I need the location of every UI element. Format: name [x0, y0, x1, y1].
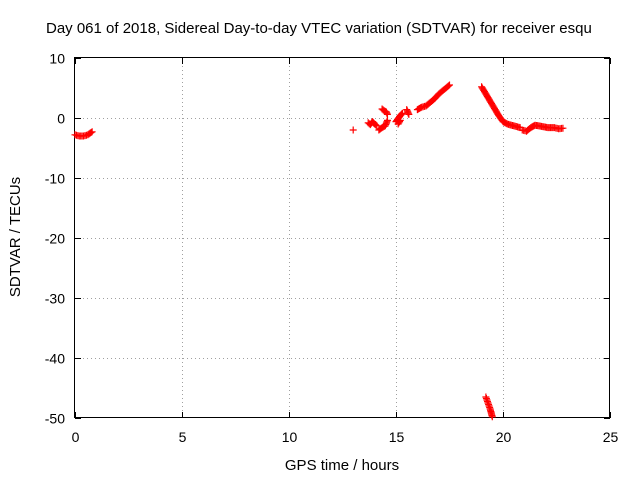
- data-point: [398, 110, 406, 118]
- data-point: [396, 116, 404, 124]
- y-tick-label: -40: [45, 351, 65, 367]
- chart-title: Day 061 of 2018, Sidereal Day-to-day VTE…: [46, 20, 592, 37]
- y-tick-label: 0: [57, 111, 65, 127]
- y-tick-label: -20: [45, 231, 65, 247]
- data-point: [372, 121, 380, 129]
- data-point: [488, 413, 496, 421]
- y-tick-label: -50: [45, 411, 65, 427]
- x-tick-labels: 0 5 10 15 20 25: [72, 429, 619, 445]
- plot-frame: [74, 57, 610, 418]
- y-tick-labels: 10 0 -10 -20 -30 -40 -50: [45, 51, 65, 427]
- data-point: [383, 110, 391, 118]
- data-point: [405, 110, 413, 118]
- data-point: [446, 81, 453, 89]
- data-point: [398, 109, 406, 117]
- x-axis-label: GPS time / hours: [285, 457, 399, 474]
- data-points: [71, 81, 567, 421]
- y-axis-label: SDTVAR / TECUs: [7, 177, 24, 297]
- x-tick-label: 15: [389, 429, 405, 445]
- y-tick-label: -10: [45, 171, 65, 187]
- data-point: [397, 111, 405, 119]
- data-point: [396, 118, 404, 126]
- x-tick-label: 25: [603, 429, 619, 445]
- y-tick-label: 10: [49, 51, 65, 67]
- data-point: [349, 126, 357, 134]
- data-point: [559, 124, 567, 132]
- x-tick-label: 0: [72, 429, 80, 445]
- data-point: [87, 129, 95, 137]
- x-tick-label: 10: [282, 429, 298, 445]
- data-point: [88, 128, 96, 136]
- data-point: [383, 116, 391, 124]
- data-point: [373, 122, 381, 130]
- x-tick-label: 5: [179, 429, 187, 445]
- grid-lines: [75, 58, 610, 418]
- y-tick-label: -30: [45, 291, 65, 307]
- data-point: [444, 82, 452, 90]
- x-tick-label: 20: [496, 429, 512, 445]
